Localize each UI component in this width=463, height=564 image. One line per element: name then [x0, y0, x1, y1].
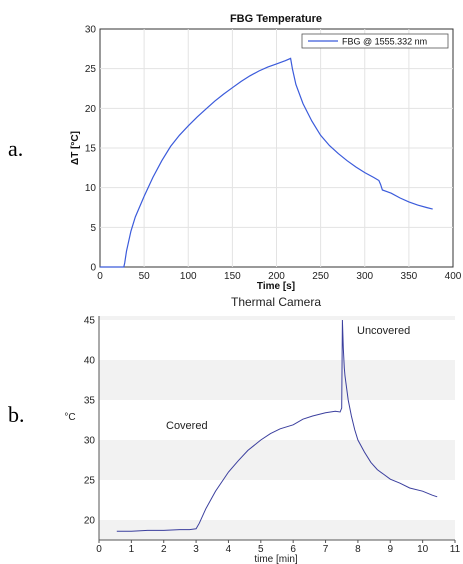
chart-a-y-tick-label: 0 — [90, 263, 96, 274]
chart-b-y-tick-label: 30 — [84, 436, 96, 447]
chart-b-series-line — [116, 319, 438, 532]
chart-a-x-label: Time [s] — [257, 281, 295, 292]
chart-b-x-tick-label: 4 — [226, 544, 232, 555]
chart-a-legend-label: FBG @ 1555.332 nm — [342, 37, 427, 47]
chart-a-y-tick-label: 5 — [90, 223, 96, 234]
chart-b-y-tick-label: 25 — [84, 476, 96, 487]
chart-b-y-tick-label: 40 — [84, 356, 96, 367]
chart-a-legend-box — [301, 33, 449, 49]
chart-a-y-ticks: 0 5 10 15 20 25 30 — [85, 25, 97, 274]
chart-a-x-tick-label: 200 — [268, 271, 285, 282]
chart-b-band — [99, 316, 455, 320]
panel-label-a: a. — [8, 136, 23, 161]
chart-b-y-tick-label: 35 — [84, 396, 96, 407]
chart-b-y-label: °C — [64, 412, 75, 423]
chart-a-y-label: ΔT [°C] — [70, 131, 81, 165]
chart-b-y-tick-label: 45 — [84, 316, 96, 327]
chart-a-x-tick-label: 0 — [97, 271, 103, 282]
chart-b-x-tick-label: 3 — [193, 544, 199, 555]
panel-label-b: b. — [8, 402, 25, 427]
chart-a-y-tick-label: 15 — [85, 144, 97, 155]
chart-a-y-tick-label: 20 — [85, 104, 97, 115]
chart-a-x-tick-label: 250 — [312, 271, 329, 282]
chart-b-background-bands — [99, 316, 455, 540]
chart-b-x-tick-label: 0 — [96, 544, 102, 555]
chart-a-legend: FBG @ 1555.332 nm — [301, 33, 449, 49]
chart-b-band — [99, 520, 455, 540]
chart-b-x-tick-label: 9 — [387, 544, 393, 555]
chart-b-x-tick-label: 11 — [450, 544, 461, 555]
chart-b-x-tick-label: 1 — [129, 544, 135, 555]
annotation-covered: Covered — [166, 420, 208, 432]
chart-a-grid — [100, 29, 453, 267]
chart-b-x-ticks: 0 1 2 3 4 5 6 7 8 9 10 11 — [96, 540, 461, 555]
chart-a-series-line — [100, 57, 433, 268]
chart-b-y-ticks: 20 25 30 35 40 45 — [84, 316, 96, 527]
chart-a-x-tick-label: 400 — [445, 271, 462, 282]
chart-b-x-tick-label: 8 — [355, 544, 361, 555]
chart-a-x-tick-label: 50 — [139, 271, 151, 282]
chart-b-x-tick-label: 10 — [417, 544, 429, 555]
chart-b-x-tick-label: 7 — [323, 544, 329, 555]
chart-a-y-tick-label: 25 — [85, 64, 97, 75]
fbg-temperature-chart: 0 50 100 150 200 250 300 350 400 0 5 10 15 20 25 30 FB… — [70, 13, 462, 292]
chart-a-x-tick-label: 100 — [180, 271, 197, 282]
chart-b-x-tick-label: 2 — [161, 544, 167, 555]
chart-b-y-tick-label: 20 — [84, 516, 96, 527]
chart-b-band — [99, 360, 455, 400]
chart-b-band — [99, 440, 455, 480]
chart-b-x-tick-label: 5 — [258, 544, 264, 555]
chart-a-x-tick-label: 300 — [356, 271, 373, 282]
annotation-uncovered: Uncovered — [357, 325, 410, 337]
chart-a-x-tick-label: 350 — [401, 271, 418, 282]
chart-b-x-tick-label: 6 — [290, 544, 296, 555]
chart-b-x-label: time [min] — [254, 554, 298, 564]
chart-a-x-ticks: 0 50 100 150 200 250 300 350 400 — [97, 271, 462, 282]
chart-a-title: FBG Temperature — [230, 13, 322, 25]
chart-a-y-tick-label: 10 — [85, 183, 97, 194]
chart-a-y-tick-label: 30 — [85, 25, 97, 36]
chart-b-title: Thermal Camera — [231, 295, 321, 309]
chart-a-x-tick-label: 150 — [224, 271, 241, 282]
